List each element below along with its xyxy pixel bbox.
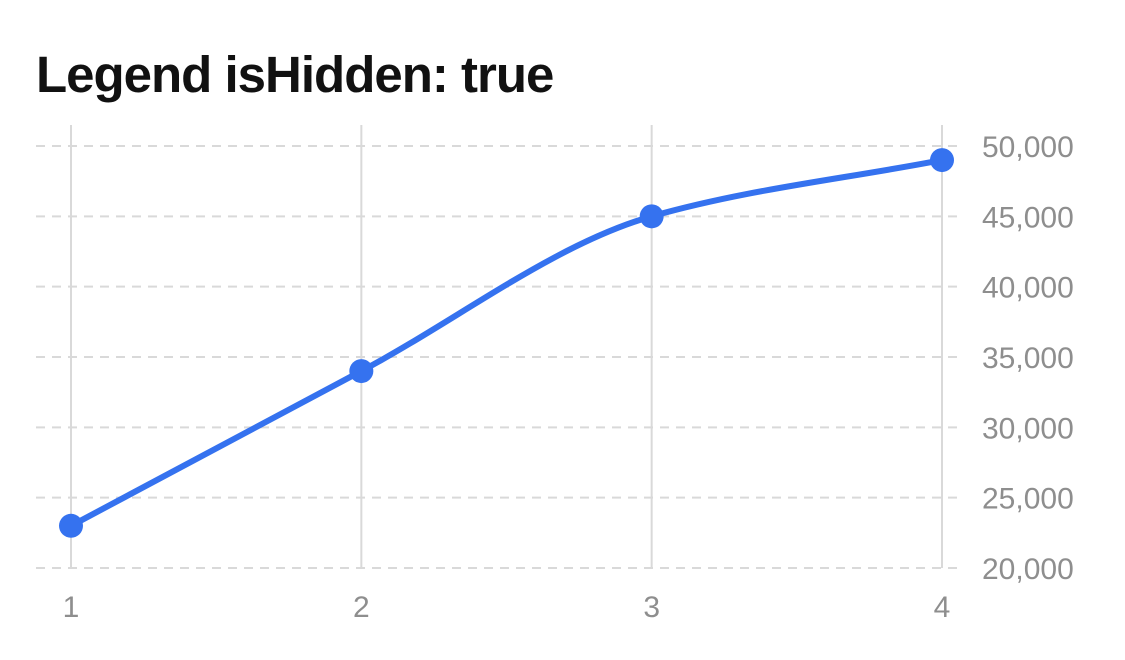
x-tick-label: 2 <box>353 591 370 624</box>
x-tick-label: 1 <box>63 591 80 624</box>
data-point <box>59 513 83 538</box>
chart-title: Legend isHidden: true <box>36 46 554 103</box>
series-line <box>68 157 945 529</box>
series-layer <box>59 148 954 538</box>
y-tick-label: 45,000 <box>982 201 1074 234</box>
y-tick-label: 25,000 <box>982 483 1074 516</box>
x-tick-label: 4 <box>934 591 951 624</box>
y-tick-label: 30,000 <box>982 412 1074 445</box>
y-tick-label: 40,000 <box>982 272 1074 305</box>
y-tick-label: 35,000 <box>982 342 1074 375</box>
x-axis-tick-labels: 1 2 3 4 <box>63 591 951 624</box>
data-point <box>639 204 664 229</box>
y-axis-tick-labels: 20,000 25,000 30,000 35,000 40,000 45,000 50,0… <box>982 131 1074 586</box>
horizontal-gridlines <box>36 145 960 569</box>
y-tick-label: 20,000 <box>982 553 1074 586</box>
y-tick-label: 50,000 <box>982 131 1074 164</box>
data-point <box>349 359 374 384</box>
vertical-gridlines <box>70 125 943 568</box>
data-point <box>930 148 954 173</box>
x-tick-label: 3 <box>643 591 660 624</box>
